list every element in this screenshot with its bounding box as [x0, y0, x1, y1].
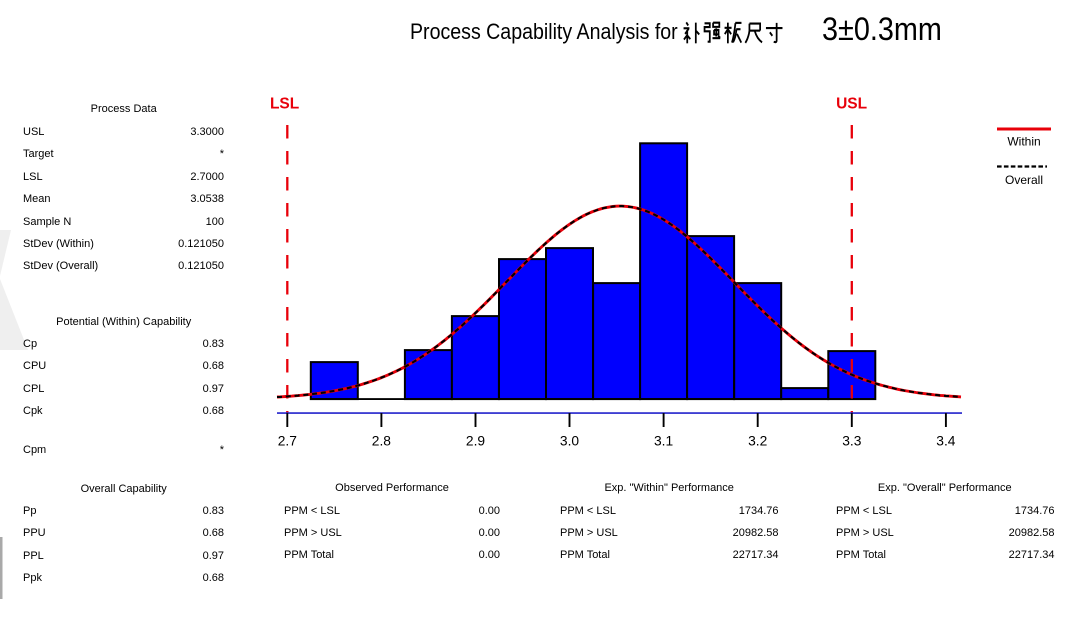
svg-text:3.2: 3.2 — [748, 434, 767, 449]
svg-text:2.7: 2.7 — [278, 434, 297, 449]
svg-text:2.9: 2.9 — [466, 434, 486, 449]
svg-text:Within: Within — [1007, 135, 1040, 149]
svg-text:Overall: Overall — [1005, 173, 1043, 187]
svg-text:3.1: 3.1 — [654, 434, 673, 449]
svg-text:3.0: 3.0 — [560, 434, 580, 449]
svg-text:3.3: 3.3 — [842, 434, 862, 449]
svg-text:3.4: 3.4 — [936, 434, 956, 449]
svg-text:USL: USL — [836, 96, 867, 113]
svg-text:LSL: LSL — [270, 96, 299, 113]
svg-text:2.8: 2.8 — [372, 434, 392, 449]
